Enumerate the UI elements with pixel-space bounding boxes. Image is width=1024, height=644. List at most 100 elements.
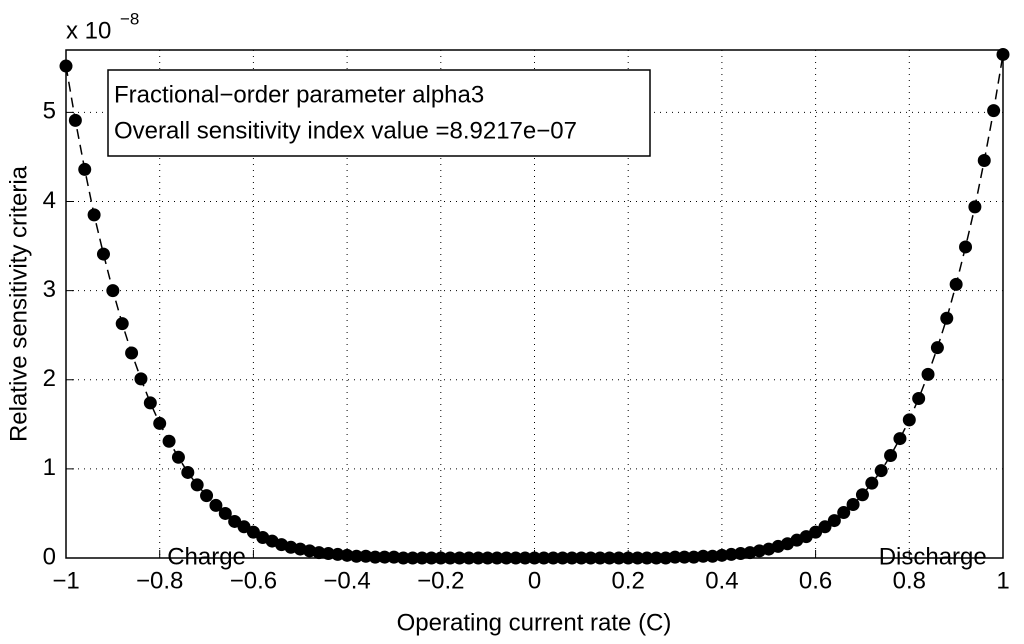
data-point <box>612 551 626 565</box>
data-point <box>649 551 663 565</box>
data-point <box>902 413 916 427</box>
data-point <box>546 551 560 565</box>
data-point <box>968 200 982 214</box>
data-point <box>949 277 963 291</box>
annotation: Charge <box>167 544 246 571</box>
data-point <box>68 113 82 127</box>
x-tick-label: −0.2 <box>417 567 464 594</box>
x-tick-label: 0.2 <box>612 567 645 594</box>
data-point <box>78 162 92 176</box>
x-tick-label: −0.4 <box>323 567 370 594</box>
data-point <box>977 154 991 168</box>
data-point <box>593 551 607 565</box>
data-point <box>846 498 860 512</box>
data-point <box>574 551 588 565</box>
data-point <box>218 506 232 520</box>
data-point <box>481 551 495 565</box>
data-point <box>855 488 869 502</box>
annotation: Discharge <box>879 544 987 571</box>
y-axis-label: Relative sensitivity criteria <box>5 165 32 442</box>
y-tick-label: 5 <box>43 98 56 125</box>
data-point <box>59 59 73 73</box>
data-point <box>378 550 392 564</box>
data-point <box>443 551 457 565</box>
x-tick-label: 0.4 <box>705 567 738 594</box>
x-tick-label: 0 <box>528 567 541 594</box>
data-point <box>621 551 635 565</box>
data-point <box>321 547 335 561</box>
data-point <box>406 551 420 565</box>
data-point <box>499 551 513 565</box>
data-point <box>387 550 401 564</box>
x-tick-label: −0.6 <box>230 567 277 594</box>
data-point <box>462 551 476 565</box>
data-point <box>96 247 110 261</box>
legend-text: Overall sensitivity index value =8.9217e… <box>114 117 577 144</box>
data-point <box>884 449 898 463</box>
data-point <box>659 551 673 565</box>
data-point <box>640 551 654 565</box>
x-tick-label: −1 <box>52 567 79 594</box>
data-point <box>331 547 345 561</box>
data-point <box>209 498 223 512</box>
data-point <box>509 551 523 565</box>
data-point <box>87 208 101 222</box>
x-tick-label: −0.8 <box>136 567 183 594</box>
data-point <box>865 476 879 490</box>
data-point <box>162 434 176 448</box>
x-tick-label: 0.6 <box>799 567 832 594</box>
y-multiplier: x 10 <box>66 17 111 44</box>
y-tick-label: 0 <box>43 543 56 570</box>
data-point <box>471 551 485 565</box>
data-point <box>602 551 616 565</box>
x-tick-label: 0.8 <box>893 567 926 594</box>
data-point <box>696 549 710 563</box>
legend-text: Fractional−order parameter alpha3 <box>114 81 484 108</box>
data-point <box>631 551 645 565</box>
data-point <box>134 372 148 386</box>
data-point <box>171 450 185 464</box>
y-multiplier-exponent: −8 <box>120 9 139 28</box>
data-point <box>837 506 851 520</box>
data-point <box>312 546 326 560</box>
data-point <box>715 548 729 562</box>
data-point <box>556 551 570 565</box>
data-point <box>434 551 448 565</box>
y-tick-label: 2 <box>43 365 56 392</box>
data-point <box>537 551 551 565</box>
data-point <box>921 367 935 381</box>
data-point <box>893 432 907 446</box>
data-point <box>181 465 195 479</box>
data-point <box>668 550 682 564</box>
y-tick-label: 4 <box>43 187 56 214</box>
data-point <box>106 284 120 298</box>
x-tick-label: 1 <box>996 567 1009 594</box>
data-point <box>940 311 954 325</box>
data-point <box>518 551 532 565</box>
data-point <box>724 547 738 561</box>
data-point <box>930 341 944 355</box>
data-point <box>874 464 888 478</box>
data-point <box>959 240 973 254</box>
data-point <box>453 551 467 565</box>
data-point <box>996 47 1010 61</box>
data-point <box>734 547 748 561</box>
data-point <box>706 549 720 563</box>
data-point <box>912 391 926 405</box>
data-point <box>340 548 354 562</box>
x-axis-label: Operating current rate (C) <box>397 609 672 636</box>
data-point <box>190 478 204 492</box>
data-point <box>125 346 139 360</box>
y-tick-label: 1 <box>43 454 56 481</box>
y-tick-label: 3 <box>43 276 56 303</box>
data-point <box>115 317 129 331</box>
data-point <box>415 551 429 565</box>
data-point <box>818 520 832 534</box>
data-point <box>368 550 382 564</box>
data-point <box>143 396 157 410</box>
legend-box <box>107 69 651 157</box>
data-point <box>200 489 214 503</box>
data-point <box>359 549 373 563</box>
data-point <box>987 104 1001 118</box>
